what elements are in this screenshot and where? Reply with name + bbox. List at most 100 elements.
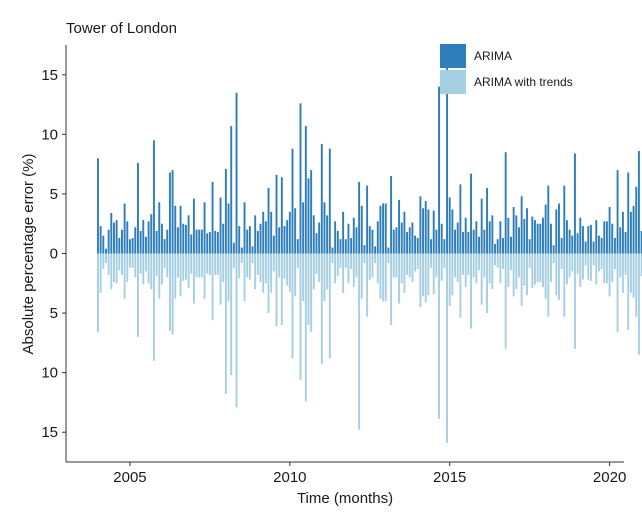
arima-bar — [110, 212, 113, 254]
arima-bar — [126, 221, 129, 254]
arima-bar — [304, 126, 307, 254]
arima-trends-bar — [576, 253, 579, 274]
arima-trends-bar — [171, 253, 174, 335]
arima-trends-bar — [286, 253, 289, 286]
arima-bar — [128, 239, 131, 254]
y-tick-label: 5 — [50, 186, 58, 203]
x-tick-label: 2020 — [593, 469, 626, 486]
arima-bar — [462, 232, 464, 254]
arima-bar — [568, 229, 571, 254]
arima-bar — [576, 233, 579, 254]
arima-bar — [629, 211, 632, 254]
arima-trends-bar — [294, 253, 297, 297]
arima-bar — [355, 227, 358, 254]
arima-bar — [390, 176, 393, 254]
x-ticks: 2005 2010 2015 2020 — [113, 462, 626, 486]
arima-bar — [222, 223, 225, 254]
arima-bar — [163, 239, 166, 254]
arima-trends-bar — [331, 253, 334, 264]
arima-bar — [291, 148, 294, 254]
y-tick-label: 0 — [50, 246, 58, 263]
arima-trends-bar — [358, 253, 361, 430]
arima-trends-bar — [166, 253, 169, 278]
arima-trends-bar — [195, 253, 198, 278]
arima-trends-bar — [238, 253, 241, 279]
arima-bar — [118, 238, 121, 254]
arima-trends-bar — [475, 253, 478, 284]
arima-trends-bar — [467, 253, 470, 275]
arima-bar — [560, 238, 563, 254]
arima-trends-bar — [99, 253, 102, 293]
arima-trends-bar — [491, 253, 494, 290]
arima-trends-bar — [174, 253, 177, 299]
arima-trends-bar — [496, 253, 499, 268]
y-tick-label: 5 — [50, 305, 58, 322]
arima-bar — [275, 174, 278, 254]
arima-bar — [350, 238, 353, 254]
arima-trends-bar — [355, 253, 358, 278]
legend-swatch — [440, 70, 466, 94]
arima-bar — [131, 238, 134, 254]
arima-bar — [472, 229, 475, 254]
arima-bar — [605, 221, 608, 254]
arima-trends-bar — [440, 253, 443, 281]
arima-bar — [203, 202, 206, 254]
arima-trends-bar — [222, 253, 225, 283]
arima-bar — [326, 215, 329, 254]
arima-bar — [422, 208, 425, 254]
x-tick-label: 2005 — [113, 469, 146, 486]
arima-trends-bar — [398, 253, 401, 304]
arima-trends-bar — [144, 253, 147, 272]
arima-trends-bar — [422, 253, 425, 297]
arima-bar — [344, 239, 347, 254]
x-tick-label: 2010 — [273, 469, 306, 486]
arima-bar — [408, 227, 411, 254]
arima-bar — [155, 230, 158, 254]
arima-bar — [550, 223, 552, 254]
arima-bar — [211, 182, 214, 254]
arima-bar — [619, 227, 622, 254]
arima-trends-bar — [190, 253, 193, 274]
arima-trends-bar — [214, 253, 217, 275]
arima-trends-bar — [110, 253, 113, 290]
arima-bar — [478, 236, 480, 254]
arima-trends-bar — [571, 253, 574, 272]
arima-bar — [376, 221, 379, 254]
arima-bar — [278, 227, 281, 254]
arima-trends-bar — [528, 253, 531, 268]
arima-bar — [166, 229, 169, 254]
arima-trends-bar — [230, 253, 233, 376]
arima-bar — [566, 220, 568, 254]
arima-bar — [483, 229, 486, 254]
arima-bar — [581, 226, 584, 254]
arima-bar — [387, 247, 390, 254]
arima-bar — [256, 230, 259, 254]
arima-trends-bar — [550, 253, 552, 283]
arima-bar — [113, 222, 115, 254]
arima-bar — [184, 224, 187, 254]
arima-trends-bar — [547, 253, 550, 317]
arima-trends-bar — [291, 253, 294, 359]
arima-trends-bar — [187, 253, 190, 289]
arima-bar — [518, 227, 520, 254]
arima-bar — [144, 236, 147, 254]
arima-trends-bar — [342, 253, 345, 293]
arima-bar — [360, 205, 363, 254]
arima-bar — [558, 203, 560, 254]
arima-bar — [510, 236, 512, 254]
arima-trends-bar — [587, 253, 590, 280]
arima-trends-bar — [105, 253, 107, 264]
arima-bar — [613, 238, 616, 254]
arima-bar — [603, 221, 606, 254]
arima-trends-bar — [366, 253, 369, 317]
arima-trends-bar — [384, 253, 387, 302]
arima-bar — [198, 229, 201, 254]
arima-trends-bar — [581, 253, 584, 280]
arima-trends-bar — [155, 253, 158, 277]
y-tick-label: 10 — [41, 126, 58, 143]
arima-trends-bar — [435, 253, 438, 278]
arima-bar — [542, 217, 544, 254]
arima-bar — [406, 232, 409, 254]
arima-bar — [589, 224, 592, 254]
arima-bar — [403, 211, 406, 254]
